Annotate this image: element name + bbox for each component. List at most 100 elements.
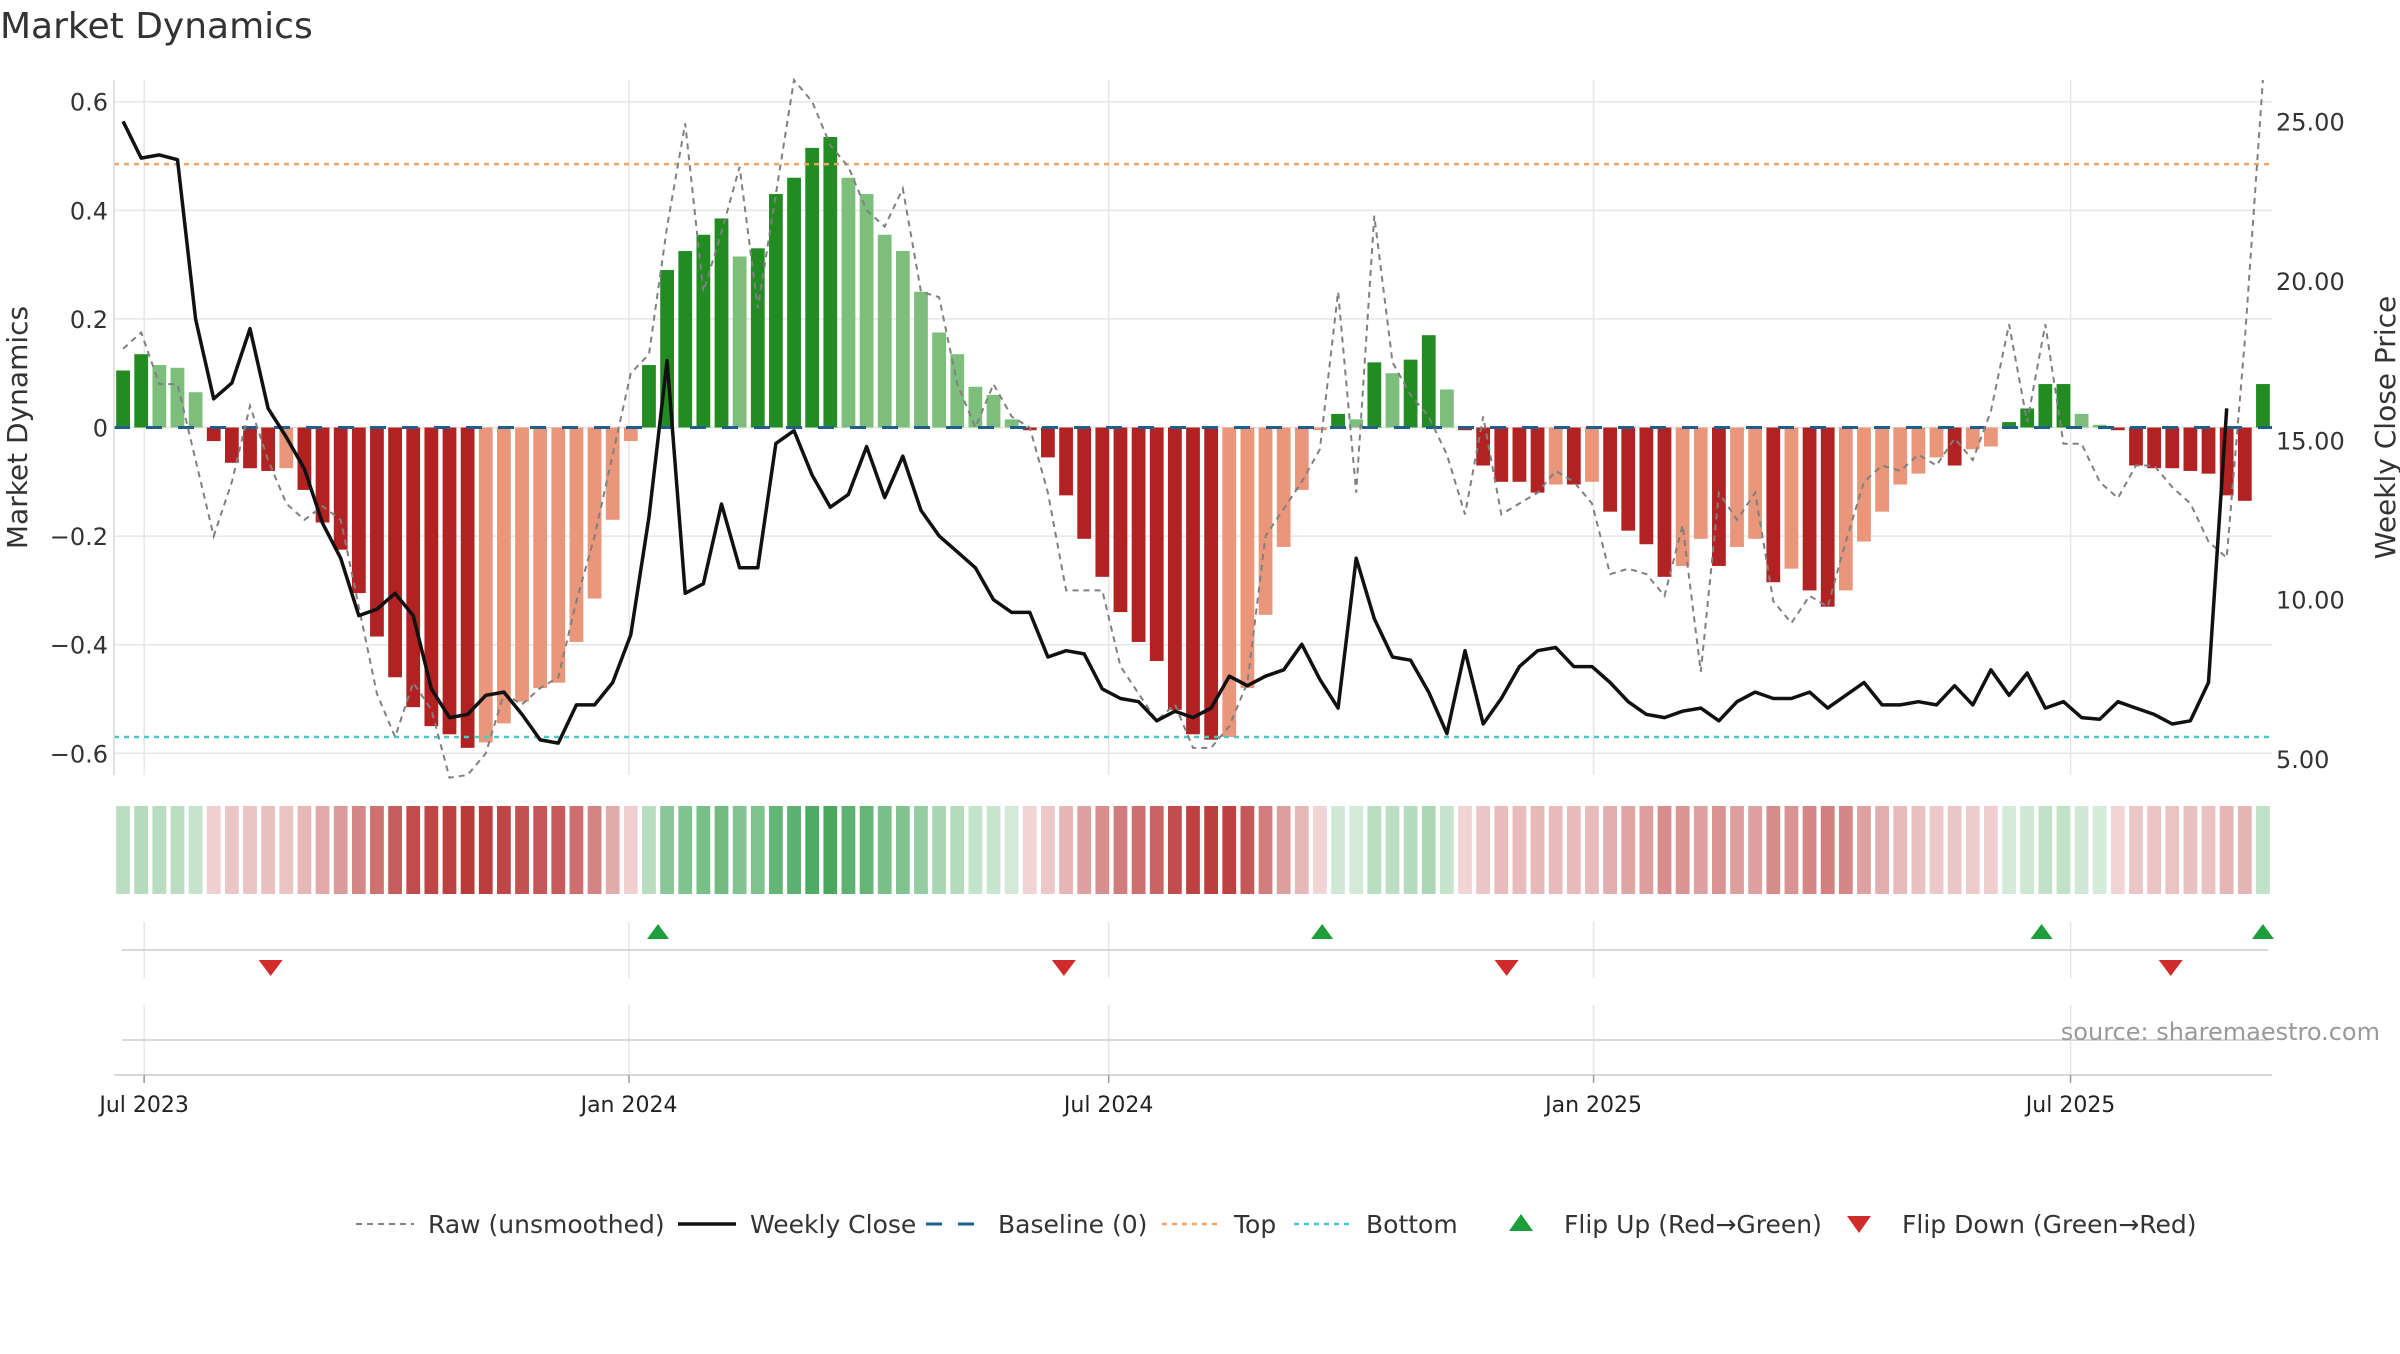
x-tick-label: Jul 2024 xyxy=(1062,1093,1154,1118)
legend-item: Baseline (0) xyxy=(926,1210,1147,1239)
dynamics-bar xyxy=(986,394,1001,428)
regime-strip-cell xyxy=(1204,806,1219,894)
regime-strip-cell xyxy=(2129,806,2143,894)
chart-title: Market Dynamics xyxy=(0,6,313,47)
dynamics-bar xyxy=(1512,427,1527,482)
regime-strip-cell xyxy=(1458,806,1472,894)
regime-strip-cell xyxy=(1439,806,1454,894)
regime-strip-cell xyxy=(1530,806,1545,894)
dynamics-bar xyxy=(1621,427,1636,531)
regime-strip-cell xyxy=(1186,806,1200,894)
dynamics-bar xyxy=(1494,427,1509,482)
dynamics-bar xyxy=(1041,427,1055,458)
regime-strip-cell xyxy=(696,806,711,894)
regime-strip-cell xyxy=(950,806,965,894)
y2-tick-label: 20.00 xyxy=(2276,268,2345,296)
regime-strip-cell xyxy=(1240,806,1255,894)
regime-strip-cell xyxy=(1331,806,1345,894)
regime-strip-cell xyxy=(206,806,221,894)
regime-strip-cell xyxy=(261,806,276,894)
regime-strip-cell xyxy=(642,806,656,894)
regime-strip-cell xyxy=(2092,806,2107,894)
regime-strip-cell xyxy=(1784,806,1799,894)
legend-item: Flip Down (Green→Red) xyxy=(1847,1210,2197,1239)
regime-strip-cell xyxy=(678,806,693,894)
dynamics-bar xyxy=(605,427,620,520)
regime-strip-cell xyxy=(877,806,892,894)
dynamics-bar xyxy=(1802,427,1817,591)
flip-up-marker xyxy=(2251,924,2274,939)
regime-strip-cell xyxy=(859,806,874,894)
regime-strip-cell xyxy=(2056,806,2071,894)
dynamics-bar xyxy=(333,427,348,550)
dynamics-bar xyxy=(1331,413,1345,428)
regime-strip-cell xyxy=(1294,806,1309,894)
flip-markers-panel xyxy=(122,924,2274,976)
dynamics-bar xyxy=(950,354,965,428)
dynamics-bar xyxy=(1965,427,1980,450)
regime-strip-cell xyxy=(1313,806,1327,894)
regime-strip-cell xyxy=(1603,806,1617,894)
legend-item: Bottom xyxy=(1294,1210,1458,1239)
regime-strip-cell xyxy=(1494,806,1509,894)
legend-label: Flip Down (Green→Red) xyxy=(1902,1210,2197,1239)
dynamics-bar xyxy=(1566,427,1581,485)
regime-strip-cell xyxy=(1639,806,1654,894)
dynamics-bar xyxy=(1911,427,1926,474)
regime-strip-cell xyxy=(1041,806,1055,894)
dynamics-bar xyxy=(2147,427,2162,469)
dynamics-bar xyxy=(569,427,584,642)
regime-strip-cell xyxy=(1585,806,1599,894)
dynamics-bar xyxy=(261,427,276,471)
dynamics-bar xyxy=(1077,427,1092,539)
dynamics-bar xyxy=(1059,427,1073,496)
regime-strip-cell xyxy=(333,806,348,894)
regime-strip-cell xyxy=(769,806,783,894)
regime-strip-cell xyxy=(1965,806,1980,894)
regime-strip-cell xyxy=(351,806,366,894)
regime-strip-cell xyxy=(1095,806,1110,894)
regime-strip-cell xyxy=(986,806,1001,894)
dynamics-bar xyxy=(515,427,529,702)
dynamics-bar xyxy=(2074,413,2089,428)
regime-strip-cell xyxy=(1421,806,1436,894)
flip-up-marker xyxy=(647,924,670,939)
regime-strip-cell xyxy=(478,806,493,894)
y2-tick-label: 5.00 xyxy=(2276,746,2329,774)
regime-strip-cell xyxy=(315,806,330,894)
dynamics-bar xyxy=(1893,427,1908,485)
dynamics-bar xyxy=(1421,335,1436,428)
dynamics-bar xyxy=(1294,427,1309,490)
regime-strip-cell xyxy=(2002,806,2016,894)
regime-strip-cell xyxy=(1403,806,1418,894)
dynamics-bar xyxy=(478,427,493,743)
regime-strip-cell xyxy=(1512,806,1527,894)
legend-flip-down-icon xyxy=(1847,1216,1871,1233)
dynamics-bar xyxy=(2237,427,2252,501)
dynamics-bar xyxy=(1693,427,1708,539)
dynamics-bar xyxy=(1276,427,1291,547)
dynamics-bar xyxy=(1820,427,1835,607)
regime-strip-cell xyxy=(116,806,130,894)
dynamics-bar xyxy=(1984,427,1998,447)
dynamics-bar xyxy=(1530,427,1545,493)
dynamics-bar xyxy=(152,365,167,428)
dynamics-bar xyxy=(877,234,892,428)
dynamics-bar xyxy=(1149,427,1164,661)
regime-strip-cell xyxy=(1820,806,1835,894)
regime-strip-cell xyxy=(1838,806,1853,894)
dynamics-bar xyxy=(1639,427,1654,545)
x-tick-label: Jul 2023 xyxy=(97,1093,189,1118)
dynamics-bar xyxy=(2129,427,2143,466)
y-tick-label: −0.4 xyxy=(50,632,108,660)
dynamics-bar xyxy=(1875,427,1890,512)
regime-strip-cell xyxy=(406,806,421,894)
dynamics-bar xyxy=(1548,427,1563,485)
legend: Raw (unsmoothed) Weekly Close Baseline (0)… xyxy=(356,1210,2197,1239)
regime-strip-cell xyxy=(424,806,439,894)
regime-strip-cell xyxy=(1349,806,1364,894)
dynamics-bar xyxy=(1585,427,1599,482)
dynamics-bar xyxy=(533,427,548,689)
legend-label: Bottom xyxy=(1366,1210,1458,1239)
regime-strip-cell xyxy=(1911,806,1926,894)
